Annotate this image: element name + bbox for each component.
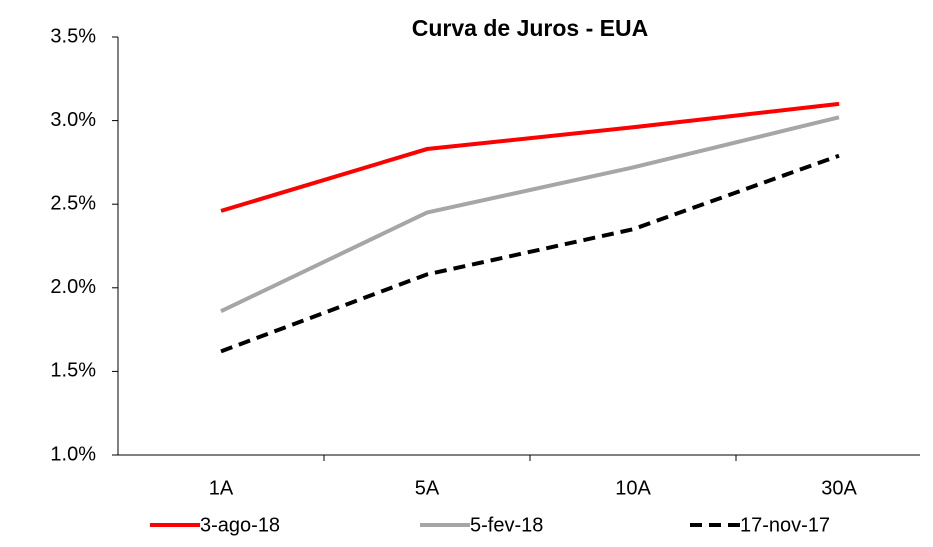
legend-label: 3-ago-18	[200, 514, 280, 536]
x-tick-label: 10A	[615, 477, 651, 499]
series-line	[220, 101, 840, 213]
x-tick-label: 1A	[209, 477, 234, 499]
y-tick-label: 3.0%	[50, 109, 96, 131]
legend-label: 17-nov-17	[740, 514, 830, 536]
x-tick-label: 30A	[821, 477, 857, 499]
x-tick-label: 5A	[415, 477, 440, 499]
y-tick-label: 1.0%	[50, 443, 96, 465]
chart-title: Curva de Juros - EUA	[412, 15, 648, 41]
legend-label: 5-fev-18	[470, 514, 543, 536]
y-tick-label: 3.5%	[50, 25, 96, 47]
series-line	[220, 115, 840, 314]
y-tick-label: 2.5%	[50, 192, 96, 214]
series-line	[220, 153, 840, 354]
y-tick-label: 2.0%	[50, 276, 96, 298]
y-tick-label: 1.5%	[50, 360, 96, 382]
